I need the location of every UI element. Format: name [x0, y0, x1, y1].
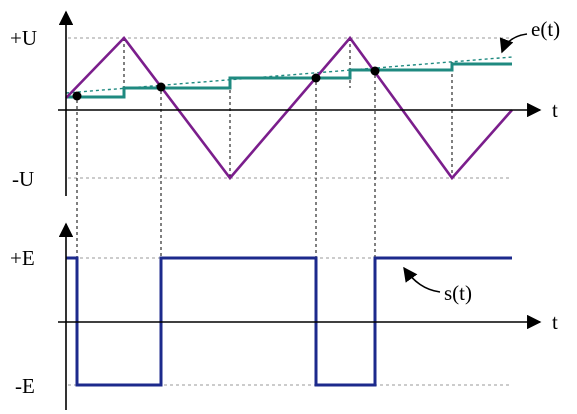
top-t-label: t: [552, 98, 558, 122]
e-pointer-arrow: [499, 33, 528, 54]
bottom-panel: +E -E t s(t): [10, 222, 558, 410]
minus-u-label: -U: [12, 167, 34, 191]
staircase-signal: [66, 62, 512, 99]
plus-u-label: +U: [10, 26, 37, 50]
bottom-t-label: t: [552, 310, 558, 334]
minus-e-label: -E: [15, 374, 35, 398]
peak-drop-lines: [123, 38, 453, 178]
e-label: e(t): [531, 17, 560, 41]
plus-e-label: +E: [10, 246, 35, 270]
triangle-carrier: [65, 35, 513, 181]
intersection-points: [72, 66, 380, 101]
s-pointer-arrow: [403, 266, 441, 293]
s-label: s(t): [444, 281, 472, 305]
top-panel: +U -U t e(t): [10, 10, 560, 196]
transition-links: [76, 75, 376, 258]
